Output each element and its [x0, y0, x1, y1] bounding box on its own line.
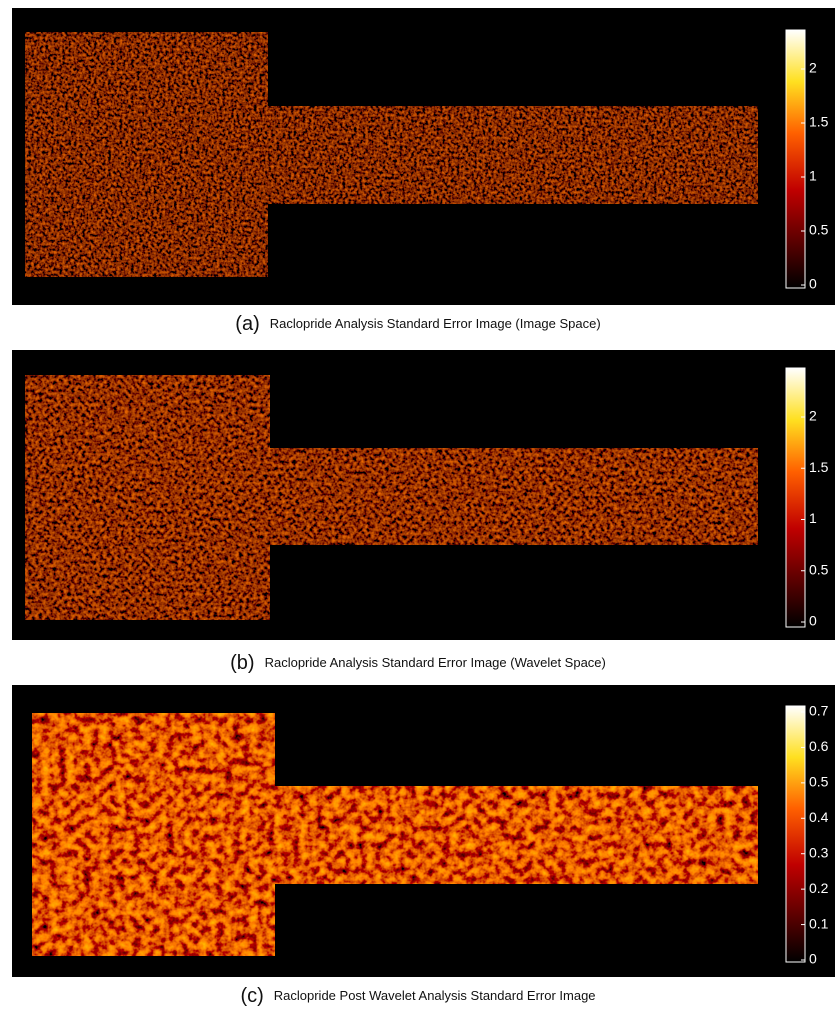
panel-label: (b) — [230, 652, 254, 674]
caption-text: Raclopride Post Wavelet Analysis Standar… — [274, 988, 596, 1003]
colorbar-tick-label: 0.4 — [809, 809, 829, 825]
colorbar-tick-label: 0.1 — [809, 915, 829, 931]
colorbar-tick-label: 1 — [809, 510, 817, 526]
colorbar-tick-label: 0.3 — [809, 844, 829, 860]
caption: (b) Raclopride Analysis Standard Error Im… — [230, 652, 606, 674]
colorbar-tick-label: 1.5 — [809, 114, 829, 130]
figure: (a) Raclopride Analysis Standard Error Im… — [0, 0, 835, 1011]
colorbar-tick-label: 0.5 — [809, 561, 829, 577]
colorbar-tick-label: 0.5 — [809, 774, 829, 790]
image-strip — [268, 106, 758, 204]
colorbar — [786, 368, 805, 627]
panel-c: (c) Raclopride Post Wavelet Analysis Stan… — [12, 685, 835, 1007]
caption-text: Raclopride Analysis Standard Error Image… — [265, 655, 606, 670]
colorbar-tick-label: 2 — [809, 408, 817, 424]
colorbar-tick-label: 0 — [809, 951, 817, 967]
image-strip — [275, 786, 758, 884]
caption: (c) Raclopride Post Wavelet Analysis Stan… — [240, 985, 595, 1007]
colorbar — [786, 706, 805, 962]
panel-label: (a) — [235, 313, 259, 335]
image-square — [25, 32, 268, 277]
image-square — [32, 713, 275, 956]
caption-text: Raclopride Analysis Standard Error Image… — [270, 316, 601, 331]
colorbar-tick-label: 2 — [809, 60, 817, 76]
image-square — [25, 375, 270, 620]
panel-label: (c) — [240, 985, 263, 1007]
colorbar-tick-label: 0 — [809, 276, 817, 292]
colorbar-tick-label: 0.6 — [809, 738, 829, 754]
colorbar-tick-label: 0 — [809, 613, 817, 629]
colorbar-tick-label: 1 — [809, 168, 817, 184]
colorbar-tick-label: 0.5 — [809, 222, 829, 238]
colorbar-tick-label: 0.2 — [809, 880, 829, 896]
colorbar-tick-label: 0.7 — [809, 703, 829, 719]
image-strip — [270, 448, 758, 545]
panel-b: (b) Raclopride Analysis Standard Error Im… — [12, 350, 835, 674]
panel-a: (a) Raclopride Analysis Standard Error Im… — [12, 8, 835, 335]
caption: (a) Raclopride Analysis Standard Error Im… — [235, 313, 600, 335]
colorbar-tick-label: 1.5 — [809, 459, 829, 475]
